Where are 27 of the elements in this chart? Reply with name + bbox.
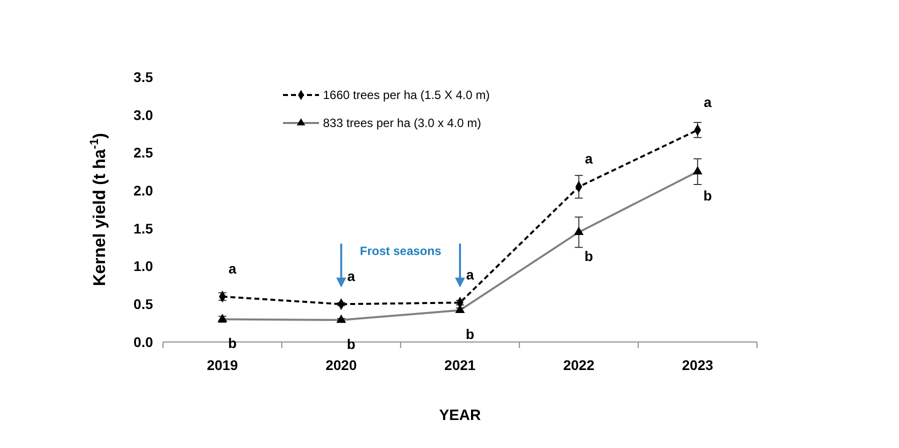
- y-tick-label: 3.0: [134, 106, 154, 123]
- annotation: a: [466, 266, 474, 283]
- x-tick-label: 2021: [444, 357, 476, 373]
- y-tick-label: 0.5: [134, 296, 154, 312]
- annotation: a: [704, 94, 712, 110]
- legend-label: 833 trees per ha (3.0 x 4.0 m): [323, 116, 482, 130]
- y-tick-label: 2.5: [134, 144, 154, 161]
- annotation: a: [347, 268, 356, 284]
- x-tick-label: 2020: [326, 357, 357, 373]
- y-tick-label: 0.0: [134, 334, 154, 350]
- annotation: a: [228, 260, 236, 276]
- annotation: a: [584, 150, 593, 167]
- annotation: Frost seasons: [360, 244, 442, 258]
- x-tick-label: 2019: [206, 357, 238, 373]
- y-tick-label: 1.0: [134, 258, 154, 274]
- annotation: b: [584, 248, 594, 264]
- y-tick-label: 1.5: [134, 220, 154, 236]
- annotation: b: [466, 326, 474, 342]
- x-axis-title: YEAR: [439, 407, 481, 424]
- legend-label: 1660 trees per ha (1.5 X 4.0 m): [323, 88, 490, 102]
- annotation: b: [228, 335, 237, 352]
- x-tick-label: 2022: [563, 357, 595, 373]
- annotation: b: [346, 336, 356, 352]
- x-tick-label: 2023: [682, 357, 714, 373]
- annotation: b: [703, 188, 712, 204]
- y-tick-label: 2.0: [134, 182, 154, 198]
- y-tick-label: 3.5: [134, 68, 154, 85]
